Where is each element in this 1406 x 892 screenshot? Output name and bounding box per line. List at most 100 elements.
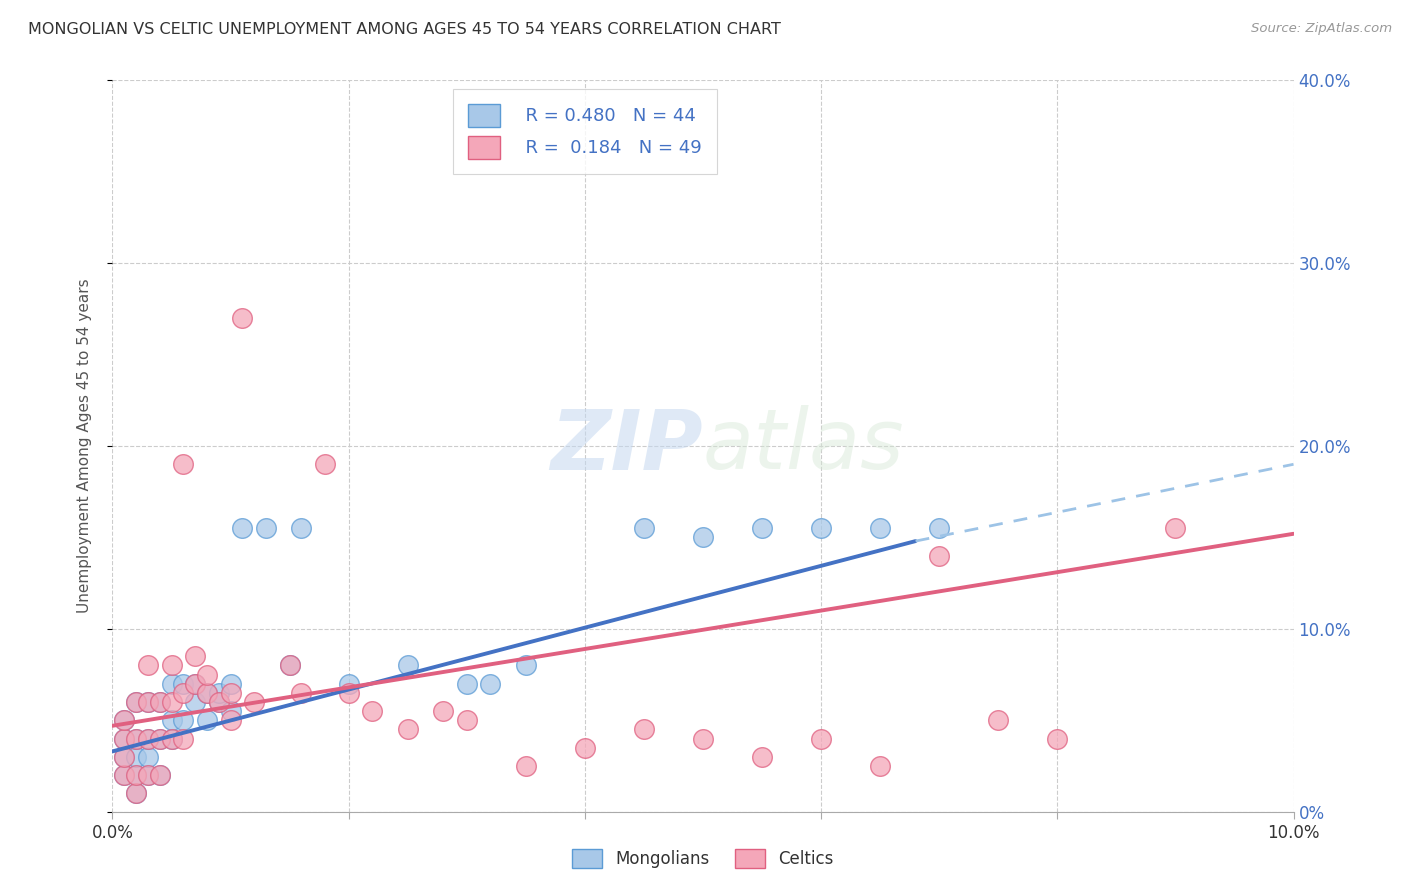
Point <box>112 768 135 782</box>
Point <box>112 731 135 746</box>
Point <box>361 704 384 718</box>
Text: Source: ZipAtlas.com: Source: ZipAtlas.com <box>1251 22 1392 36</box>
Point <box>278 658 301 673</box>
Point <box>219 686 242 700</box>
Point <box>125 731 148 746</box>
Point <box>125 695 148 709</box>
Point <box>208 695 231 709</box>
Point <box>633 723 655 737</box>
Point <box>172 686 194 700</box>
Point <box>243 695 266 709</box>
Point <box>208 695 231 709</box>
Point <box>219 704 242 718</box>
Point <box>1164 521 1187 535</box>
Point <box>574 740 596 755</box>
Point <box>125 731 148 746</box>
Point <box>112 749 135 764</box>
Point <box>633 521 655 535</box>
Point <box>125 749 148 764</box>
Point <box>149 695 172 709</box>
Point <box>136 749 159 764</box>
Point <box>337 676 360 690</box>
Point <box>987 714 1010 728</box>
Point <box>125 787 148 801</box>
Point <box>432 704 454 718</box>
Point <box>136 658 159 673</box>
Point <box>396 658 419 673</box>
Point <box>928 549 950 563</box>
Point <box>184 695 207 709</box>
Point <box>337 686 360 700</box>
Point <box>172 676 194 690</box>
Point <box>112 714 135 728</box>
Point <box>314 458 336 472</box>
Point <box>125 768 148 782</box>
Point <box>160 695 183 709</box>
Point <box>136 768 159 782</box>
Point <box>160 714 183 728</box>
Point <box>136 731 159 746</box>
Point <box>928 521 950 535</box>
Point <box>160 658 183 673</box>
Text: ZIP: ZIP <box>550 406 703 486</box>
Point <box>112 749 135 764</box>
Point <box>751 521 773 535</box>
Point <box>219 676 242 690</box>
Point <box>136 731 159 746</box>
Point <box>149 768 172 782</box>
Point <box>172 714 194 728</box>
Point <box>751 749 773 764</box>
Point <box>231 311 253 326</box>
Point <box>172 731 194 746</box>
Point <box>254 521 277 535</box>
Y-axis label: Unemployment Among Ages 45 to 54 years: Unemployment Among Ages 45 to 54 years <box>77 278 91 614</box>
Point <box>125 787 148 801</box>
Text: MONGOLIAN VS CELTIC UNEMPLOYMENT AMONG AGES 45 TO 54 YEARS CORRELATION CHART: MONGOLIAN VS CELTIC UNEMPLOYMENT AMONG A… <box>28 22 780 37</box>
Point <box>810 521 832 535</box>
Point <box>479 676 502 690</box>
Point <box>149 731 172 746</box>
Point <box>456 714 478 728</box>
Point <box>219 714 242 728</box>
Point <box>869 521 891 535</box>
Point <box>149 768 172 782</box>
Point <box>112 768 135 782</box>
Point <box>149 695 172 709</box>
Point <box>149 731 172 746</box>
Point <box>396 723 419 737</box>
Point <box>195 686 218 700</box>
Point <box>184 676 207 690</box>
Point <box>160 676 183 690</box>
Point <box>692 731 714 746</box>
Point <box>136 768 159 782</box>
Point <box>195 714 218 728</box>
Legend:   R = 0.480   N = 44,   R =  0.184   N = 49: R = 0.480 N = 44, R = 0.184 N = 49 <box>453 89 717 174</box>
Legend: Mongolians, Celtics: Mongolians, Celtics <box>565 842 841 875</box>
Point <box>1046 731 1069 746</box>
Point <box>125 695 148 709</box>
Point <box>208 686 231 700</box>
Point <box>290 521 312 535</box>
Point <box>515 759 537 773</box>
Point <box>810 731 832 746</box>
Point <box>456 676 478 690</box>
Point <box>160 731 183 746</box>
Point <box>278 658 301 673</box>
Point <box>515 658 537 673</box>
Point <box>184 676 207 690</box>
Point <box>231 521 253 535</box>
Point <box>125 768 148 782</box>
Point <box>195 667 218 681</box>
Point <box>136 695 159 709</box>
Point <box>869 759 891 773</box>
Point <box>290 686 312 700</box>
Point <box>112 731 135 746</box>
Point <box>172 458 194 472</box>
Point <box>692 530 714 544</box>
Point <box>195 686 218 700</box>
Point <box>160 731 183 746</box>
Point <box>184 649 207 664</box>
Point <box>112 714 135 728</box>
Text: atlas: atlas <box>703 406 904 486</box>
Point <box>136 695 159 709</box>
